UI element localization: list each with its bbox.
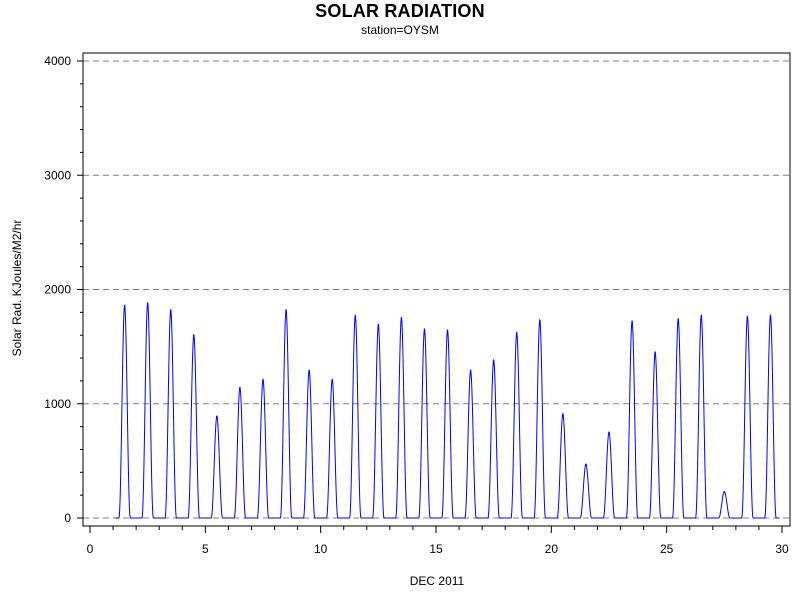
- y-axis-label: Solar Rad. KJoules/M2/hr: [10, 220, 24, 357]
- x-tick-label: 25: [660, 542, 674, 556]
- y-tick-label: 2000: [44, 283, 71, 297]
- chart-subtitle: station=OYSM: [361, 23, 439, 37]
- daily-peak-point: [331, 378, 334, 381]
- x-tick-label: 20: [545, 542, 559, 556]
- daily-peak-point: [262, 378, 264, 381]
- series-line: [115, 303, 780, 519]
- daily-peak-point: [423, 328, 426, 331]
- daily-peak-point: [723, 490, 726, 493]
- daily-peak-point: [216, 415, 218, 418]
- daily-peak-point: [515, 332, 518, 334]
- daily-peak-point: [446, 329, 449, 332]
- x-tick-label: 5: [202, 542, 209, 556]
- daily-peak-point: [631, 320, 633, 323]
- series-solar-radiation: [115, 302, 780, 519]
- chart-title: SOLAR RADIATION: [315, 1, 485, 21]
- x-axis: 0 5 10 15 20 25 30: [87, 526, 789, 556]
- daily-peak-point: [608, 431, 610, 434]
- y-axis: 0 1000 2000 3000 4000: [44, 54, 83, 525]
- x-tick-label: 0: [87, 542, 94, 556]
- x-axis-label: DEC 2011: [410, 574, 465, 588]
- daily-peak-point: [539, 319, 541, 322]
- daily-peak-point: [585, 463, 587, 466]
- x-tick-label: 30: [775, 542, 789, 556]
- x-tick-label: 15: [429, 542, 443, 556]
- daily-peak-point: [469, 369, 472, 372]
- daily-peak-point: [769, 314, 772, 317]
- daily-peak-point: [123, 304, 126, 307]
- daily-peak-point: [377, 324, 380, 326]
- daily-peak-point: [562, 413, 564, 415]
- daily-peak-point: [285, 309, 287, 311]
- daily-peak-point: [400, 317, 403, 319]
- daily-peak-point: [677, 318, 679, 321]
- daily-peak-point: [700, 314, 703, 317]
- gridlines: [83, 60, 790, 519]
- daily-peak-point: [654, 351, 656, 354]
- daily-peak-point: [169, 309, 172, 311]
- daily-peak-point: [354, 314, 357, 317]
- y-tick-label: 0: [64, 511, 71, 525]
- daily-peak-point: [146, 302, 149, 305]
- daily-peak-point: [239, 386, 241, 389]
- daily-peak-point: [193, 334, 195, 337]
- y-tick-label: 3000: [44, 168, 71, 182]
- x-tick-label: 10: [314, 542, 328, 556]
- daily-peak-point: [746, 316, 749, 318]
- daily-peak-point: [308, 369, 310, 372]
- y-tick-label: 4000: [44, 54, 71, 68]
- daily-peak-point: [492, 359, 495, 362]
- y-tick-label: 1000: [44, 397, 71, 411]
